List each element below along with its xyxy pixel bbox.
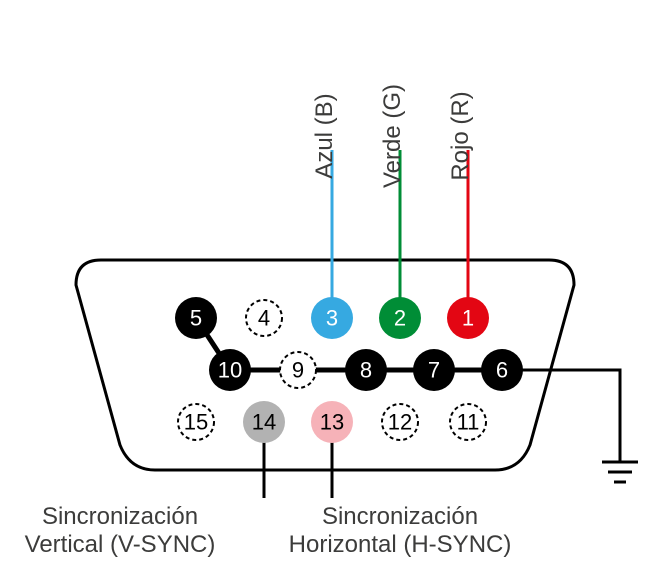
pin-7 xyxy=(413,349,455,391)
pin-5 xyxy=(175,297,217,339)
pin-1 xyxy=(447,297,489,339)
label-pin-3: Azul (B) xyxy=(311,93,338,178)
pin-3 xyxy=(311,297,353,339)
label-pin-14-line-1: Vertical (V-SYNC) xyxy=(25,531,216,558)
pin-11 xyxy=(450,404,486,440)
pin-8 xyxy=(345,349,387,391)
label-pin-2: Verde (G) xyxy=(379,84,406,188)
label-pin-1: Rojo (R) xyxy=(447,91,474,180)
pin-4 xyxy=(246,300,282,336)
label-pin-13-line-1: Horizontal (H-SYNC) xyxy=(289,531,512,558)
ground-lead xyxy=(502,370,620,462)
pin-6 xyxy=(481,349,523,391)
vga-pinout-diagram: Rojo (R)Verde (G)Azul (B)SincronizaciónV… xyxy=(0,0,668,571)
label-pin-13-line-0: Sincronización xyxy=(322,503,478,530)
pin-14 xyxy=(243,401,285,443)
pin-2 xyxy=(379,297,421,339)
pin-15 xyxy=(178,404,214,440)
pin-13 xyxy=(311,401,353,443)
pin-10 xyxy=(209,349,251,391)
pin-12 xyxy=(382,404,418,440)
pin-9 xyxy=(280,352,316,388)
label-pin-14-line-0: Sincronización xyxy=(42,503,198,530)
